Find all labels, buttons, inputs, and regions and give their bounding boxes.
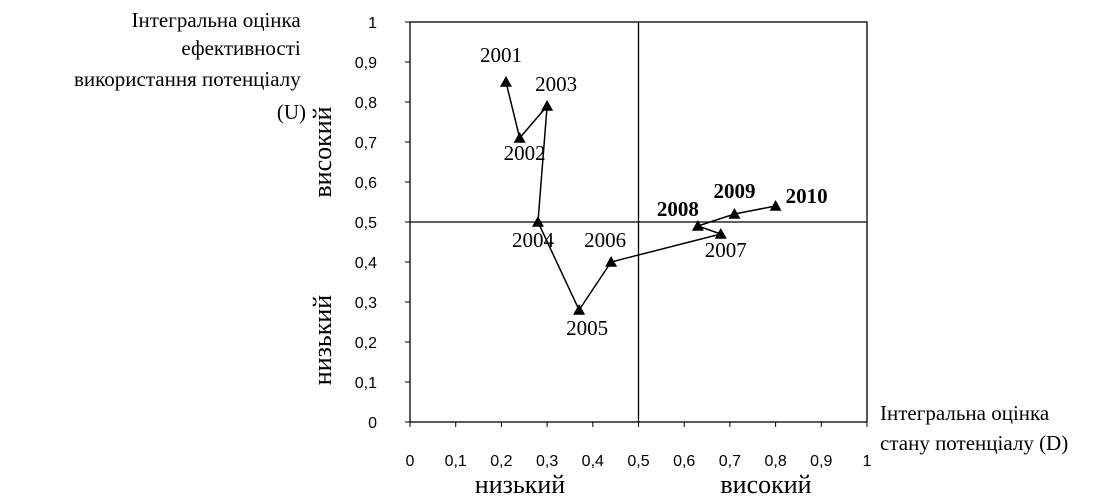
y-tick-label: 0,4 <box>355 255 377 272</box>
y-axis-title-line-1: Інтегральна оцінка <box>132 8 302 32</box>
y-axis-title: Інтегральна оцінка ефективності використ… <box>74 8 306 124</box>
y-tick-label: 0,9 <box>355 55 377 72</box>
y-tick-label: 0,3 <box>355 295 377 312</box>
y-tick-label: 0,7 <box>355 135 377 152</box>
y-tick-label: 0,2 <box>355 335 377 352</box>
series-line <box>505 81 776 312</box>
x-tick-label: 0,3 <box>536 453 558 470</box>
x-tick-label: 0,1 <box>445 453 467 470</box>
x-axis-title: Інтегральна оцінка стану потенціалу (D) <box>880 401 1068 455</box>
y-tick-label: 0,6 <box>355 175 377 192</box>
y-zone-low-label: низький <box>308 295 337 386</box>
data-series <box>499 76 782 315</box>
y-zone-high-label: високий <box>308 106 337 197</box>
y-axis-title-line-4: (U) <box>277 100 306 124</box>
point-marker-2005 <box>573 304 586 315</box>
y-axis-title-line-3: використання потенціалу <box>74 67 301 91</box>
y-tick-label: 0,1 <box>355 375 377 392</box>
point-marker-2001 <box>499 76 512 87</box>
x-tick-label: 0,5 <box>627 453 649 470</box>
x-tick-label: 1 <box>863 453 872 470</box>
point-marker-2004 <box>531 216 544 227</box>
point-marker-2003 <box>541 100 554 111</box>
y-tick-label: 1 <box>368 15 377 32</box>
y-tick-label: 0,5 <box>355 215 377 232</box>
x-tick-label: 0,2 <box>490 453 512 470</box>
point-marker-2006 <box>605 256 618 267</box>
x-axis-title-line-2: стану потенціалу (D) <box>880 431 1068 455</box>
point-label-2008: 2008 <box>657 197 699 221</box>
x-tick-label: 0,8 <box>764 453 786 470</box>
point-label-2002: 2002 <box>504 141 546 165</box>
x-zone-high-label: високий <box>720 470 811 497</box>
point-label-2009: 2009 <box>713 179 755 203</box>
x-zone-low-label: низький <box>475 470 566 497</box>
point-marker-2002 <box>513 132 526 143</box>
point-label-2004: 2004 <box>512 228 555 252</box>
x-tick-label: 0,6 <box>673 453 695 470</box>
x-tick-label: 0,9 <box>810 453 832 470</box>
y-tick-label: 0,8 <box>355 95 377 112</box>
point-label-2010: 2010 <box>786 184 828 208</box>
point-label-2001: 2001 <box>480 43 522 67</box>
point-label-2005: 2005 <box>566 316 608 340</box>
x-axis-title-line-1: Інтегральна оцінка <box>880 401 1050 425</box>
point-marker-2009 <box>728 208 741 219</box>
y-tick-label: 0 <box>368 415 377 432</box>
point-label-2006: 2006 <box>584 228 626 252</box>
x-tick-label: 0 <box>406 453 415 470</box>
tick-labels: 0 0,1 0,2 0,3 0,4 0,5 0,6 0,7 0,8 0,9 1 0 0,1 0,2 0,3 0… <box>355 15 872 470</box>
point-label-2003: 2003 <box>535 72 577 96</box>
x-tick-label: 0,7 <box>719 453 741 470</box>
axes <box>405 21 868 427</box>
x-tick-label: 0,4 <box>582 453 604 470</box>
point-marker-2007 <box>714 228 727 239</box>
point-marker-2008 <box>691 220 704 231</box>
point-label-2007: 2007 <box>705 238 747 262</box>
point-marker-2010 <box>769 200 782 211</box>
y-axis-title-line-2: ефективності <box>181 36 301 60</box>
